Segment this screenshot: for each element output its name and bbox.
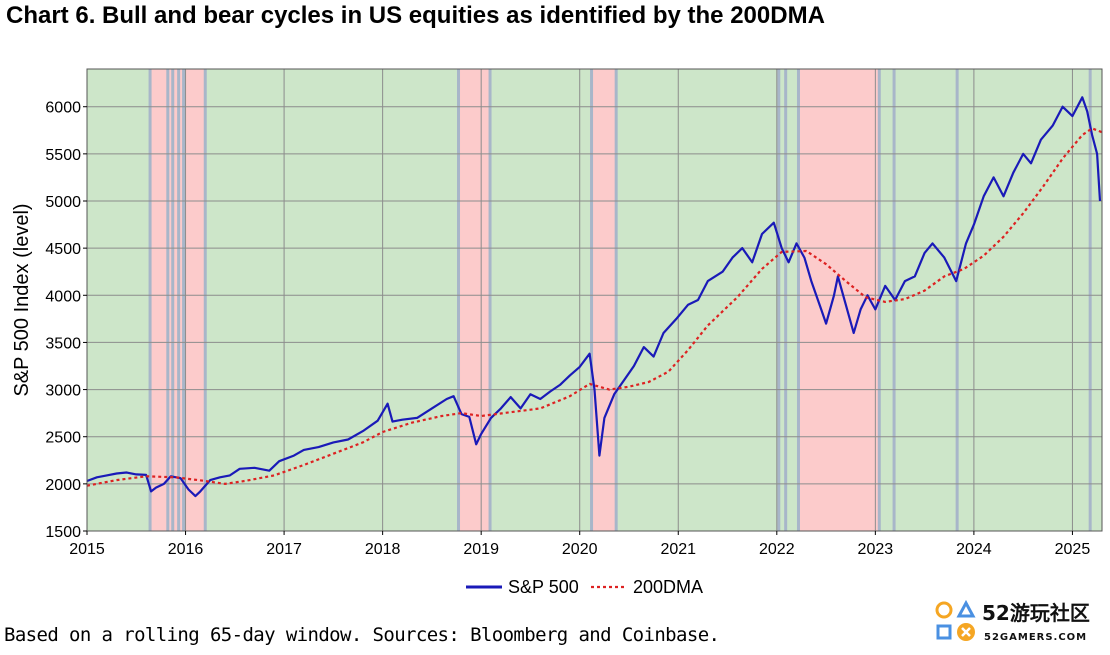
regime-band-bear-3 (458, 69, 491, 531)
x-tick-label-6: 2021 (660, 541, 696, 558)
x-tick-label-5: 2020 (562, 541, 598, 558)
regime-band-bull-8 (879, 69, 1102, 531)
y-tick-label-8: 5500 (45, 147, 81, 164)
y-axis-ticks: 1500 2000 2500 3000 3500 4000 4500 5000 5500 6000 (45, 100, 87, 541)
regime-bands (87, 69, 1102, 531)
y-tick-label-2: 2500 (45, 430, 81, 447)
regime-transition-lines (148, 69, 1092, 531)
logo-text: 52游玩社区 (982, 601, 1090, 625)
x-tick-label-7: 2022 (759, 541, 795, 558)
y-tick-label-9: 6000 (45, 100, 81, 117)
x-tick-label-2: 2017 (266, 541, 302, 558)
y-tick-label-6: 4500 (45, 241, 81, 258)
chart: 1500 2000 2500 3000 3500 4000 4500 5000 5500 6000… (11, 68, 1103, 597)
footnote: Based on a rolling 65-day window. Source… (4, 624, 720, 646)
y-tick-label-7: 5000 (45, 194, 81, 211)
chart-title: Chart 6. Bull and bear cycles in US equi… (6, 2, 825, 29)
plot-frame (86, 68, 1103, 532)
regime-band-bear-5 (591, 69, 617, 531)
legend-label-sp500: S&P 500 (508, 577, 579, 597)
regime-band-bear-7 (798, 69, 880, 531)
regime-band-bull-0 (87, 69, 151, 531)
y-axis-title: S&P 500 Index (level) (11, 203, 33, 396)
x-tick-label-1: 2016 (168, 541, 204, 558)
legend-label-dma: 200DMA (633, 577, 703, 597)
regime-band-bull-2 (205, 69, 459, 531)
regime-band-bull-6 (616, 69, 799, 531)
site-logo: 52游玩社区 52GAMERS.COM (935, 599, 1090, 643)
legend: S&P 500 200DMA (466, 577, 703, 597)
x-tick-label-0: 2015 (69, 541, 105, 558)
x-tick-label-3: 2018 (365, 541, 401, 558)
x-tick-label-4: 2019 (463, 541, 499, 558)
x-axis-ticks: 2015 2016 2017 2018 2019 2020 2021 2022 2023 2024… (69, 531, 1090, 558)
y-tick-label-5: 4000 (45, 288, 81, 305)
x-tick-label-9: 2024 (956, 541, 992, 558)
series-line-dma (86, 127, 1103, 487)
series-line-sp500 (86, 96, 1102, 498)
logo-subtext: 52GAMERS.COM (984, 632, 1087, 643)
y-tick-label-4: 3500 (45, 335, 81, 352)
y-tick-label-1: 2000 (45, 477, 81, 494)
series-lines (86, 96, 1103, 498)
x-tick-label-8: 2023 (858, 541, 894, 558)
x-tick-label-10: 2025 (1055, 541, 1091, 558)
regime-band-bull-4 (490, 69, 592, 531)
y-tick-label-3: 3000 (45, 383, 81, 400)
y-tick-label-0: 1500 (45, 524, 81, 541)
playstation-buttons-icon (935, 599, 976, 641)
